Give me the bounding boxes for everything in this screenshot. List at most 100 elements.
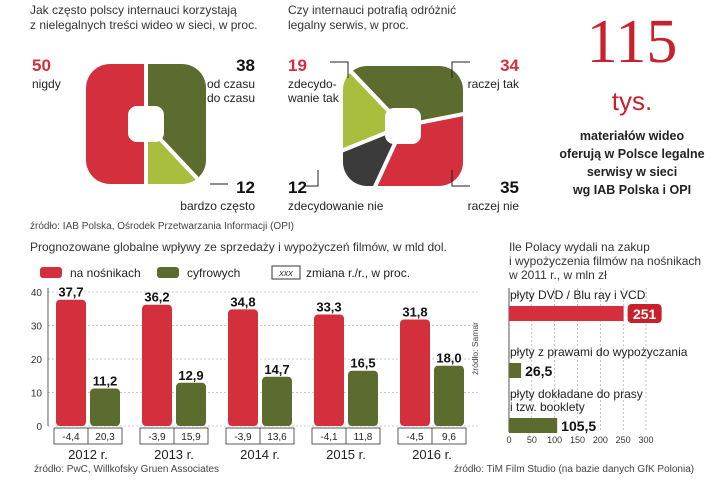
bar-label-0-4: 31,8: [402, 304, 427, 319]
donut2-label-zdecydowanie-tak-2: wanie tak: [287, 91, 340, 105]
change-value-1-2: 13,6: [267, 432, 287, 443]
bar-0-3: [314, 314, 344, 426]
donut1-label-od-czasu-1: od czasu: [207, 77, 255, 91]
highlight-line3: serwisy w sieci: [587, 165, 677, 179]
donut2-value-zdecydowanie-tak: 19: [288, 56, 307, 75]
hbar-x-tick-150: 150: [570, 435, 585, 445]
legend-label-cyfrowych: cyfrowych: [187, 266, 240, 280]
donut2-slice-2: [350, 100, 463, 186]
x-tick-label-0: 2012 r.: [68, 447, 108, 462]
barchart-legend: na nośnikach cyfrowych xxx zmiana r./r.,…: [40, 265, 410, 280]
donut2-leader-raczej-nie: [451, 170, 470, 187]
donut1-slice-1: [144, 64, 206, 184]
hbar-plot: 0 50 100 150 200 250 300 płyty DVD / Blu ray i …: [506, 288, 688, 445]
hbar-x-tick-300: 300: [638, 435, 653, 445]
barchart-plot: 0 10 20 30 40 37,7 11,2 -4,4 20,3 2012 r. 36,2 12,9…: [31, 285, 478, 462]
change-value-1-0: 20,3: [95, 432, 115, 443]
change-value-0-2: -3,9: [234, 432, 252, 443]
donut2-slice-1: [343, 66, 463, 129]
bar-label-0-2: 34,8: [230, 294, 255, 309]
donut2-value-raczej-nie: 35: [500, 178, 519, 197]
source-top: źródło: IAB Polska, Ośrodek Przetwarzani…: [30, 221, 294, 232]
bar-label-1-2: 14,7: [264, 362, 289, 377]
hbar-category-0-0: płyty DVD / Blu ray i VCD: [510, 288, 646, 302]
bar-label-1-3: 16,5: [350, 356, 375, 371]
legend-box-text: xxx: [278, 268, 293, 278]
x-tick-label-2: 2014 r.: [240, 447, 280, 462]
donut2-title-line2: legalny serwis, w proc.: [288, 18, 409, 32]
legend-label-zmiana: zmiana r./r., w proc.: [306, 266, 410, 280]
change-value-1-3: 11,8: [354, 432, 373, 443]
donut2-hole: [385, 108, 421, 144]
legend-swatch-na-nosnikach: [40, 267, 62, 278]
hbar-category-1-0: płyty z prawami do wypożyczania: [510, 345, 688, 359]
y-tick-label-40: 40: [31, 288, 43, 299]
change-value-0-0: -4,4: [62, 432, 80, 443]
hbar-source: źródło: TiM Film Studio (na bazie danych…: [454, 464, 694, 475]
donut2-label-raczej-nie: raczej nie: [468, 199, 520, 213]
change-value-0-4: -4,5: [406, 432, 424, 443]
donut1-title-line1: Jak często polscy internauci korzystają: [30, 3, 237, 17]
hbar-bar-2: [509, 418, 558, 433]
bar-0-2: [228, 309, 258, 426]
hbar-value-0: 251: [633, 306, 657, 322]
donut2-leader-tak: [330, 61, 349, 78]
hbar-title-line2: i wypożyczenia filmów na nośnikach: [509, 254, 701, 268]
donut2-value-raczej-tak: 34: [500, 56, 519, 75]
change-value-1-1: 15,9: [181, 432, 201, 443]
hbar-x-tick-0: 0: [506, 435, 511, 445]
donut1-hole: [128, 106, 164, 142]
hbar-category-2-0: płyty dokładane do prasy: [510, 387, 643, 401]
bar-label-1-0: 11,2: [93, 373, 118, 388]
bar-1-4: [434, 365, 464, 426]
y-tick-label-0: 0: [36, 422, 42, 433]
donut1-label-bardzo-czesto: bardzo często: [180, 199, 255, 213]
x-tick-label-1: 2013 r.: [154, 447, 194, 462]
bar-label-0-0: 37,7: [58, 285, 83, 300]
hbar-x-tick-50: 50: [527, 435, 537, 445]
bar-0-1: [142, 304, 172, 426]
donut1-label-nigdy: nigdy: [32, 77, 61, 91]
bar-0-4: [400, 319, 430, 426]
hbar-value-badge-0: [627, 304, 662, 323]
bar-label-1-1: 12,9: [178, 368, 203, 383]
bar-label-0-1: 36,2: [144, 290, 169, 305]
hbar-value-1: 26,5: [525, 363, 552, 379]
x-tick-label-4: 2016 r.: [412, 447, 452, 462]
donut2-value-zdecydowanie-nie: 12: [288, 178, 307, 197]
y-tick-label-30: 30: [31, 322, 43, 333]
highlight-line2: oferują w Polsce legalne: [559, 147, 704, 161]
hbar-title-line1: Ile Polacy wydali na zakup: [509, 240, 650, 254]
bar-1-0: [90, 388, 120, 426]
donut2-label-raczej-tak: raczej tak: [468, 77, 520, 91]
donut1-value-nigdy: 50: [32, 56, 51, 75]
donut2-label-zdecydowanie-nie: zdecydowanie nie: [288, 199, 384, 213]
bar-1-2: [262, 376, 292, 426]
bar-0-0: [56, 299, 86, 426]
highlight-line1: materiałów wideo: [580, 129, 685, 143]
change-value-1-4: 9,6: [442, 432, 456, 443]
barchart-source: źródło: PwC, Willkofsky Gruen Associates: [34, 464, 219, 475]
bar-1-1: [176, 382, 206, 426]
hbar-bar-0: [509, 306, 624, 321]
legend-box-zmiana: [271, 265, 301, 280]
y-tick-label-10: 10: [31, 389, 43, 400]
x-tick-label-3: 2015 r.: [326, 447, 366, 462]
barchart-credit: źródło: Samar: [470, 322, 480, 375]
donut1-label-od-czasu-2: do czasu: [207, 91, 255, 105]
bar-label-0-3: 33,3: [316, 299, 341, 314]
highlight-unit: tys.: [612, 86, 652, 116]
hbar-bar-1: [509, 363, 522, 378]
donut1-value-bardzo-czesto: 12: [236, 178, 255, 197]
hbar-category-2-1: i tzw. booklety: [510, 400, 585, 414]
hbar-value-2: 105,5: [561, 418, 596, 434]
donut2-leader-nie: [306, 170, 319, 187]
donut2-title-line1: Czy internauci potrafią odróżnić: [288, 3, 456, 17]
legend-label-na-nosnikach: na nośnikach: [70, 266, 141, 280]
legend-swatch-cyfrowych: [157, 267, 179, 278]
donut2-leader-raczej-tak: [451, 61, 470, 78]
hbar-x-tick-100: 100: [547, 435, 562, 445]
donut1-value-od-czasu: 38: [236, 56, 255, 75]
hbar-title-line3: w 2011 r., w mln zł: [508, 268, 607, 282]
